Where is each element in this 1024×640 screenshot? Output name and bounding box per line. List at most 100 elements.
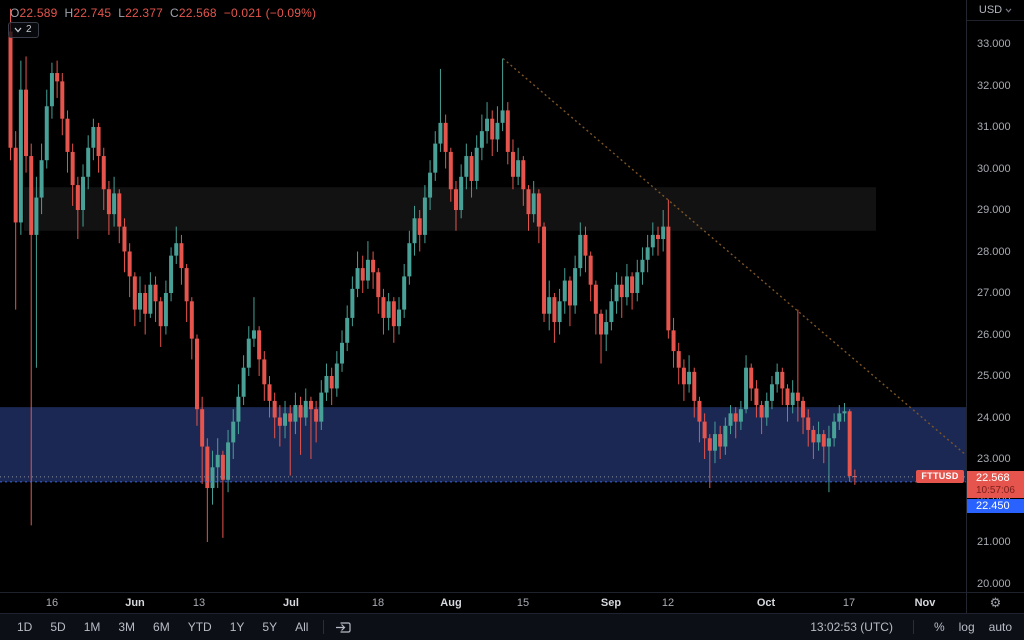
price-axis-label: 29.000 — [977, 204, 1011, 216]
time-axis-label: Jul — [283, 597, 299, 609]
candle-body — [267, 384, 272, 401]
candlestick-chart[interactable] — [0, 0, 966, 592]
candle-body — [241, 367, 246, 397]
toolbar-divider — [323, 620, 325, 634]
range-button-1y[interactable]: 1Y — [229, 620, 245, 634]
percent-scale-toggle[interactable]: % — [933, 620, 945, 634]
candle-body — [391, 301, 396, 327]
candle-body — [448, 151, 453, 190]
candle-body — [262, 359, 267, 385]
chart-pane[interactable]: O22.589 H22.745 L22.377 C22.568 −0.021 (−0.0… — [0, 0, 966, 592]
range-button-6m[interactable]: 6M — [153, 620, 170, 634]
range-button-5d[interactable]: 5D — [50, 620, 66, 634]
range-button-1m[interactable]: 1M — [83, 620, 101, 634]
candle-body — [75, 185, 80, 210]
descending-trendline[interactable] — [502, 57, 966, 461]
candle-body — [733, 413, 738, 422]
resistance-zone-rect[interactable] — [24, 187, 876, 231]
candle-body — [459, 176, 464, 210]
candle-body — [231, 421, 236, 443]
candle-body — [365, 259, 370, 281]
candle-body — [106, 189, 111, 215]
candle-body — [479, 131, 484, 148]
candle-body — [785, 388, 790, 406]
price-axis-label: 28.000 — [977, 245, 1011, 258]
time-axis-label: Sep — [600, 597, 622, 609]
candle-body — [34, 197, 39, 235]
candle-body — [738, 409, 743, 422]
range-button-3m[interactable]: 3M — [118, 620, 136, 634]
candle-body — [852, 476, 857, 478]
price-axis-label: 32.000 — [977, 79, 1011, 92]
candle-body — [215, 454, 220, 468]
candle-body — [251, 330, 256, 339]
candle-body — [153, 284, 158, 302]
range-button-5y[interactable]: 5Y — [262, 620, 278, 634]
go-to-date-button[interactable] — [330, 617, 356, 637]
candle-body — [132, 276, 137, 310]
candle-body — [661, 226, 666, 240]
candle-body — [272, 400, 277, 418]
axis-settings-corner[interactable]: ⚙ — [966, 592, 1024, 613]
range-button-all[interactable]: All — [295, 620, 309, 634]
candle-body — [127, 251, 132, 277]
candle-body — [490, 118, 495, 140]
price-axis-label: 21.000 — [977, 536, 1011, 548]
candle-body — [13, 147, 18, 223]
candle-body — [707, 438, 712, 451]
currency-dropdown[interactable]: USD — [967, 0, 1024, 21]
time-axis[interactable]: 16 Jun 13 Jul 18 Aug 15 Sep 12 Oct 17 Nov — [0, 592, 966, 613]
legend-collapse-chip[interactable]: 2 — [8, 22, 39, 38]
candle-body — [542, 226, 547, 314]
candle-body — [614, 284, 619, 302]
candle-body — [801, 400, 806, 418]
alert-price-badge[interactable]: 22.450 — [967, 499, 1024, 513]
candle-body — [412, 218, 417, 244]
candle-body — [531, 193, 536, 215]
support-zone-rect[interactable] — [0, 407, 966, 482]
gear-icon[interactable]: ⚙ — [989, 595, 1002, 610]
price-axis-label: 25.000 — [977, 370, 1011, 382]
price-axis[interactable]: USD 33.000 32.000 31.000 30.000 29.000 28.000… — [966, 0, 1024, 592]
candle-body — [464, 156, 469, 177]
range-button-ytd[interactable]: YTD — [187, 620, 212, 634]
candle-body — [340, 342, 345, 364]
candle-body — [44, 106, 49, 161]
price-axis-label: 24.000 — [977, 411, 1011, 424]
toolbar-divider — [912, 620, 914, 634]
candle-body — [112, 193, 117, 215]
candle-body — [303, 400, 308, 418]
candle-body — [510, 151, 515, 177]
clock[interactable]: 13:02:53 (UTC) — [810, 620, 893, 634]
candle-body — [505, 110, 510, 152]
range-button-1d[interactable]: 1D — [17, 620, 33, 634]
current-price-badge: 22.568 10:57:06 — [967, 471, 1024, 498]
candle-body — [687, 371, 692, 385]
candle-body — [754, 388, 759, 406]
candle-body — [635, 272, 640, 293]
candle-body — [593, 284, 598, 314]
currency-label: USD — [978, 4, 1003, 16]
candle-body — [769, 384, 774, 401]
candle-body — [210, 467, 215, 489]
candle-body — [526, 189, 531, 215]
candle-body — [184, 268, 189, 302]
candle-body — [376, 272, 381, 298]
auto-scale-toggle[interactable]: auto — [988, 620, 1012, 634]
price-axis-label: 20.000 — [977, 577, 1011, 590]
candle-body — [298, 405, 303, 418]
candle-body — [692, 371, 697, 401]
candle-body — [578, 234, 583, 269]
price-axis-label: 27.000 — [977, 287, 1011, 299]
candle-body — [723, 425, 728, 447]
candle-body — [536, 193, 541, 227]
candle-body — [417, 218, 422, 235]
candle-body — [189, 301, 194, 339]
candle-body — [360, 268, 365, 281]
time-axis-label: 16 — [45, 597, 59, 609]
candle-body — [759, 405, 764, 418]
close-label: C — [170, 6, 179, 20]
candle-body — [386, 301, 391, 318]
log-scale-toggle[interactable]: log — [958, 620, 975, 634]
bottom-toolbar: 1D 5D 1M 3M 6M YTD 1Y 5Y All 13:02:53 (UTC) % lo… — [0, 613, 1024, 640]
